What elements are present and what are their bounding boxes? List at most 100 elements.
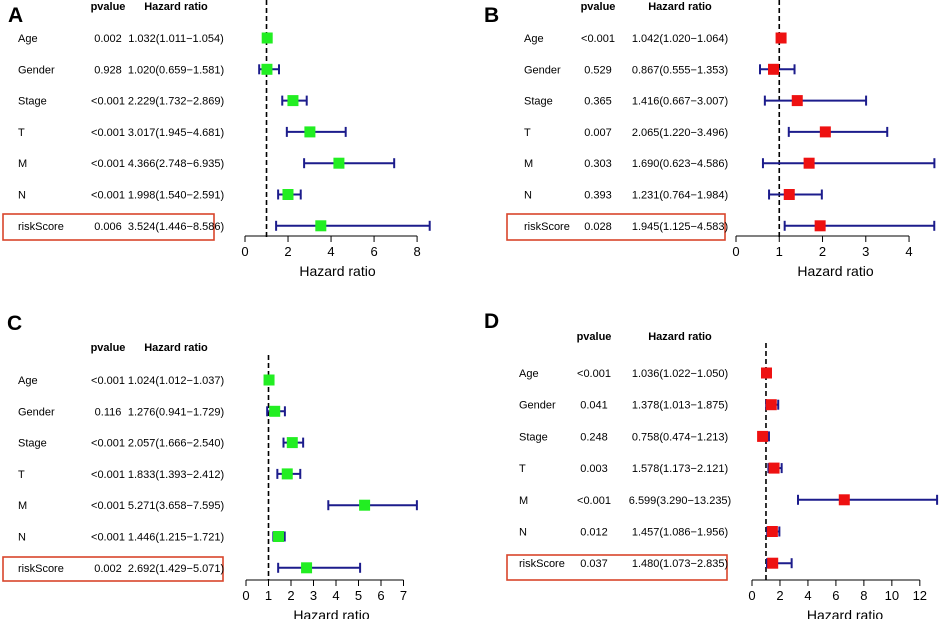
panel-a-row-riskscore-hr-text: 3.524(1.446−8.586) <box>128 221 224 233</box>
panel-d-tick-label-6: 6 <box>832 588 839 603</box>
panel-b-tick-label-1: 1 <box>776 244 783 259</box>
panel-b-x-axis-label: Hazard ratio <box>797 263 873 279</box>
panel-d-pvalue-header: pvalue <box>577 331 612 343</box>
panel-a-row-riskscore-hr-marker <box>315 220 327 232</box>
panel-c-row-n-hr-text: 1.446(1.215−1.721) <box>128 532 224 544</box>
panel-b-hr-header: Hazard ratio <box>648 1 712 13</box>
panel-c-row-stage-hr-text: 2.057(1.666−2.540) <box>128 438 224 450</box>
panel-c-riskscore-highlight-box <box>2 556 224 582</box>
panel-d-row-stage-pvalue: 0.248 <box>580 431 608 443</box>
panel-c-row-t-hr-text: 1.833(1.393−2.412) <box>128 469 224 481</box>
panel-b-tick-label-3: 3 <box>862 244 869 259</box>
panel-c-row-t-pvalue: <0.001 <box>91 469 125 481</box>
panel-c-tick-label-0: 0 <box>242 588 249 603</box>
panel-b-row-riskscore-label: riskScore <box>524 221 570 233</box>
panel-d-tick-label-4: 4 <box>804 588 811 603</box>
panel-a-row-gender-label: Gender <box>18 64 55 76</box>
panel-b-row-gender-hr-marker <box>768 63 780 75</box>
panel-c-row-age-hr-marker <box>263 374 275 386</box>
panel-d-row-t-label: T <box>519 463 526 475</box>
panel-a-x-axis-label: Hazard ratio <box>299 263 375 279</box>
panel-d-row-n-hr-text: 1.457(1.086−1.956) <box>632 527 728 539</box>
panel-a-row-m-pvalue: <0.001 <box>91 158 125 170</box>
panel-a-riskscore-highlight-box <box>2 213 215 241</box>
panel-d-row-riskscore-pvalue: 0.037 <box>580 558 608 570</box>
panel-d-tick-label-10: 10 <box>885 588 899 603</box>
panel-d-row-m-hr-text: 6.599(3.290−13.235) <box>629 495 731 507</box>
panel-a-row-t-label: T <box>18 127 25 139</box>
panel-d-row-stage-label: Stage <box>519 431 548 443</box>
panel-d-row-age-hr-marker <box>760 367 772 379</box>
panel-a-row-t-hr-marker <box>304 126 316 138</box>
panel-a-row-stage-pvalue: <0.001 <box>91 96 125 108</box>
panel-b-row-age-hr-text: 1.042(1.020−1.064) <box>632 33 728 45</box>
panel-c-pvalue-header: pvalue <box>91 342 126 354</box>
panel-a-row-n-hr-text: 1.998(1.540−2.591) <box>128 190 224 202</box>
panel-b-row-t-label: T <box>524 127 531 139</box>
panel-d-row-riskscore-label: riskScore <box>519 558 565 570</box>
panel-d-letter: D <box>484 310 499 333</box>
panel-c-row-t-label: T <box>18 469 25 481</box>
panel-c-row-gender-label: Gender <box>18 406 55 418</box>
panel-c-row-age-hr-text: 1.024(1.012−1.037) <box>128 375 224 387</box>
panel-c-row-age-label: Age <box>18 375 38 387</box>
panel-a-tick-label-0: 0 <box>241 244 248 259</box>
panel-b-row-n-label: N <box>524 190 532 202</box>
panel-c-row-age-pvalue: <0.001 <box>91 375 125 387</box>
panel-b-row-m-hr-text: 1.690(0.623−4.586) <box>632 158 728 170</box>
panel-a-row-t-pvalue: <0.001 <box>91 127 125 139</box>
panel-c-row-m-label: M <box>18 500 27 512</box>
panel-d-tick-label-8: 8 <box>860 588 867 603</box>
panel-b-tick-label-0: 0 <box>732 244 739 259</box>
panel-a-row-t-hr-text: 3.017(1.945−4.681) <box>128 127 224 139</box>
panel-a-row-m-label: M <box>18 158 27 170</box>
panel-c-row-riskscore-pvalue: 0.002 <box>94 563 122 575</box>
panel-c-tick-label-1: 1 <box>265 588 272 603</box>
panel-a-row-age-hr-marker <box>261 32 273 44</box>
panel-c-tick-label-5: 5 <box>355 588 362 603</box>
panel-c-row-m-hr-text: 5.271(3.658−7.595) <box>128 500 224 512</box>
panel-b-row-m-label: M <box>524 158 533 170</box>
panel-c-row-t-hr-marker <box>281 468 293 480</box>
panel-b-row-t-hr-marker <box>819 126 831 138</box>
panel-a-row-stage-hr-text: 2.229(1.732−2.869) <box>128 96 224 108</box>
panel-c-row-gender-hr-marker <box>269 405 281 417</box>
panel-b-riskscore-highlight-box <box>506 213 726 241</box>
panel-c-row-gender-pvalue: 0.116 <box>95 406 122 418</box>
panel-a-row-m-hr-text: 4.366(2.748−6.935) <box>128 158 224 170</box>
panel-b-row-riskscore-hr-marker <box>814 220 826 232</box>
panel-d-row-m-label: M <box>519 495 528 507</box>
panel-d-row-stage-hr-text: 0.758(0.474−1.213) <box>632 431 728 443</box>
panel-b-row-stage-hr-marker <box>791 95 803 107</box>
panel-a-row-gender-hr-marker <box>261 63 273 75</box>
panel-c-tick-label-3: 3 <box>310 588 317 603</box>
panel-d-row-riskscore-hr-text: 1.480(1.073−2.835) <box>632 558 728 570</box>
panel-a-row-riskscore-pvalue: 0.006 <box>94 221 122 233</box>
panel-c-hr-header: Hazard ratio <box>144 342 208 354</box>
panel-b-row-stage-label: Stage <box>524 96 553 108</box>
panel-d-row-gender-hr-marker <box>765 399 777 411</box>
panel-d-row-t-hr-text: 1.578(1.173−2.121) <box>632 463 728 475</box>
panel-c-row-n-hr-marker <box>273 531 285 542</box>
panel-a-row-age-hr-text: 1.032(1.011−1.054) <box>128 33 224 45</box>
panel-b-tick-label-4: 4 <box>905 244 912 259</box>
panel-d-row-age-hr-text: 1.036(1.022−1.050) <box>632 368 728 380</box>
panel-a-tick-label-4: 4 <box>327 244 334 259</box>
panel-d-row-gender-label: Gender <box>519 400 556 412</box>
panel-c-row-riskscore-hr-text: 2.692(1.429−5.071) <box>128 563 224 575</box>
panel-d-row-n-label: N <box>519 527 527 539</box>
panel-a-pvalue-header: pvalue <box>91 1 126 13</box>
panel-d-row-age-label: Age <box>519 368 539 380</box>
panel-a-row-age-pvalue: 0.002 <box>94 33 122 45</box>
panel-d-row-t-pvalue: 0.003 <box>580 463 608 475</box>
panel-b-row-n-hr-text: 1.231(0.764−1.984) <box>632 190 728 202</box>
panel-c-letter: C <box>7 312 22 335</box>
panel-b-row-gender-pvalue: 0.529 <box>584 64 612 76</box>
panel-d-riskscore-highlight-box <box>506 554 728 581</box>
panel-d-row-n-hr-marker <box>766 526 778 537</box>
panel-b-row-age-hr-marker <box>775 32 787 44</box>
panel-d-row-stage-hr-marker <box>757 430 769 442</box>
panel-d-tick-label-0: 0 <box>748 588 755 603</box>
